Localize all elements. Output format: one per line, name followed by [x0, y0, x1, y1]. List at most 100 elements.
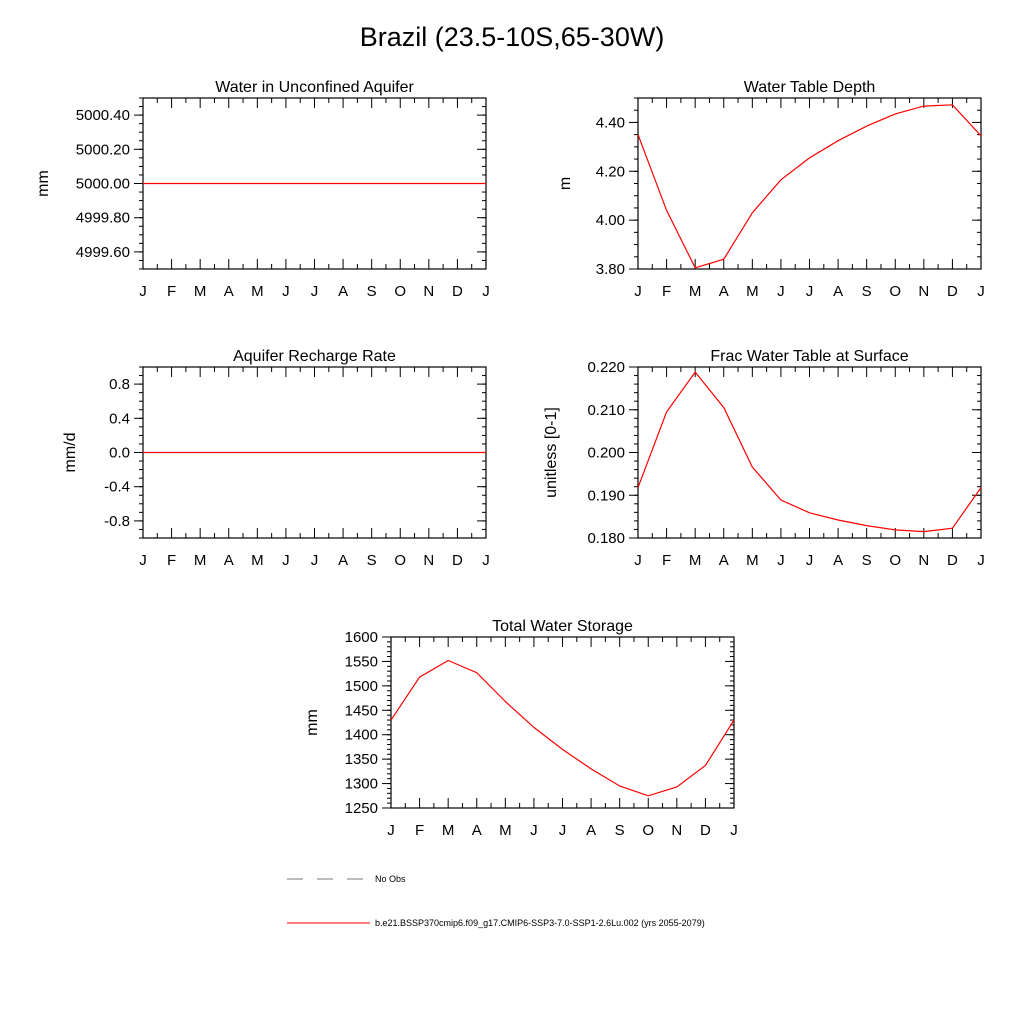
x-tick-label: D [452, 283, 463, 300]
x-tick-label: M [194, 283, 207, 300]
y-tick-label: 1400 [345, 727, 378, 744]
y-tick-label: 0.190 [587, 487, 625, 504]
y-tick-label: 0.8 [109, 376, 130, 393]
y-axis-label: unitless [0-1] [543, 407, 560, 498]
y-tick-label: 1500 [345, 678, 378, 695]
x-tick-label: D [947, 283, 958, 300]
x-tick-label: J [977, 552, 985, 569]
x-tick-label: J [806, 552, 814, 569]
x-tick-label: J [777, 552, 785, 569]
x-tick-label: J [139, 552, 147, 569]
x-tick-label: A [224, 283, 234, 300]
legend-obs-label: No Obs [375, 874, 406, 884]
y-tick-label: 3.80 [596, 261, 625, 278]
chart-title: Aquifer Recharge Rate [233, 348, 396, 365]
y-tick-label: 0.180 [587, 530, 625, 547]
x-tick-label: J [282, 283, 290, 300]
x-tick-label: M [746, 552, 759, 569]
x-tick-label: M [194, 552, 207, 569]
x-tick-label: N [423, 552, 434, 569]
x-tick-label: J [139, 283, 147, 300]
x-tick-label: A [586, 822, 596, 839]
y-tick-label: -0.8 [104, 513, 130, 530]
y-tick-label: 1450 [345, 702, 378, 719]
x-tick-label: J [559, 822, 567, 839]
x-tick-label: M [689, 283, 702, 300]
x-tick-label: M [251, 283, 264, 300]
x-tick-label: J [482, 283, 490, 300]
y-axis-label: mm [304, 709, 321, 736]
legend-model-label: b.e21.BSSP370cmip6.f09_g17.CMIP6-SSP3-7.… [375, 918, 705, 928]
x-tick-label: M [251, 552, 264, 569]
y-tick-label: 1550 [345, 653, 378, 670]
y-tick-label: 1300 [345, 776, 378, 793]
x-tick-label: J [530, 822, 538, 839]
x-tick-label: D [700, 822, 711, 839]
x-tick-label: M [442, 822, 455, 839]
legend: No Obs b.e21.BSSP370cmip6.f09_g17.CMIP6-S… [287, 874, 705, 928]
y-tick-label: 4.00 [596, 212, 625, 229]
y-tick-label: 1350 [345, 751, 378, 768]
x-tick-label: N [671, 822, 682, 839]
x-tick-label: J [282, 552, 290, 569]
x-tick-label: O [394, 552, 406, 569]
x-tick-label: S [367, 552, 377, 569]
x-tick-label: J [634, 283, 642, 300]
y-tick-label: 4.20 [596, 163, 625, 180]
x-tick-label: F [167, 283, 176, 300]
x-tick-label: N [423, 283, 434, 300]
y-tick-label: 5000.40 [76, 107, 130, 124]
y-axis-label: m [557, 177, 574, 190]
x-tick-label: J [777, 283, 785, 300]
y-tick-label: 0.210 [587, 402, 625, 419]
y-tick-label: 0.200 [587, 445, 625, 462]
x-tick-label: A [472, 822, 482, 839]
x-tick-label: M [689, 552, 702, 569]
x-tick-label: J [634, 552, 642, 569]
x-tick-label: J [311, 552, 319, 569]
x-tick-label: O [642, 822, 654, 839]
x-tick-label: N [918, 283, 929, 300]
y-tick-label: 5000.00 [76, 176, 130, 193]
x-tick-label: N [918, 552, 929, 569]
y-tick-label: 4.40 [596, 114, 625, 131]
x-tick-label: A [338, 552, 348, 569]
x-tick-label: S [615, 822, 625, 839]
x-tick-label: S [367, 283, 377, 300]
x-tick-label: M [746, 283, 759, 300]
series-line [637, 371, 982, 533]
series-line [390, 659, 735, 797]
x-tick-label: A [719, 552, 729, 569]
x-tick-label: F [415, 822, 424, 839]
x-tick-label: A [719, 283, 729, 300]
x-tick-label: J [806, 283, 814, 300]
y-tick-label: 0.0 [109, 445, 130, 462]
x-tick-label: A [338, 283, 348, 300]
x-tick-label: A [224, 552, 234, 569]
chart-title: Water in Unconfined Aquifer [215, 79, 414, 96]
series-line [637, 104, 982, 269]
y-tick-label: 1250 [345, 800, 378, 817]
y-tick-label: 0.4 [109, 410, 130, 427]
x-tick-label: F [167, 552, 176, 569]
x-tick-label: J [311, 283, 319, 300]
y-axis-label: mm [35, 170, 52, 197]
y-axis-label: mm/d [62, 433, 79, 473]
x-tick-label: J [482, 552, 490, 569]
y-tick-label: 5000.20 [76, 141, 130, 158]
y-tick-label: 4999.80 [76, 210, 130, 227]
x-tick-label: A [833, 552, 843, 569]
x-tick-label: O [889, 283, 901, 300]
x-tick-label: D [947, 552, 958, 569]
x-tick-label: J [977, 283, 985, 300]
chart-title: Water Table Depth [744, 79, 876, 96]
x-tick-label: S [862, 283, 872, 300]
y-tick-label: 4999.60 [76, 244, 130, 261]
chart-title: Frac Water Table at Surface [710, 348, 908, 365]
x-tick-label: F [662, 283, 671, 300]
y-tick-label: 0.220 [587, 359, 625, 376]
